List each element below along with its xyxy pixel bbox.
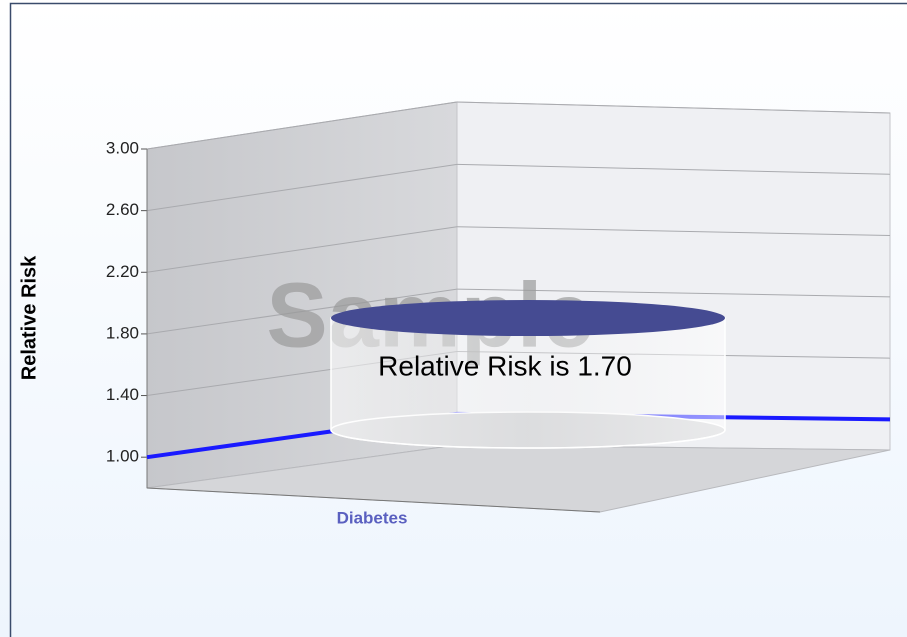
grid-line xyxy=(456,226,891,237)
bar-body xyxy=(330,317,726,449)
grid-line xyxy=(456,163,891,175)
x-axis-line xyxy=(146,487,601,513)
y-tick-label: 2.60 xyxy=(106,200,139,219)
y-tick-label: 1.80 xyxy=(106,323,139,342)
y-tick-label: 2.20 xyxy=(106,262,139,281)
y-tick-label: 1.40 xyxy=(106,385,139,404)
grid-line xyxy=(456,288,891,298)
frame-border xyxy=(9,2,907,637)
grid-line xyxy=(146,226,458,273)
y-tick-label: 1.00 xyxy=(106,447,139,466)
grid-line xyxy=(146,163,458,212)
bar-top xyxy=(331,300,725,337)
grid-line xyxy=(456,101,891,114)
data-label: Relative Risk is 1.70 xyxy=(378,350,632,381)
grid-line xyxy=(146,288,458,335)
y-axis-title: Relative Risk xyxy=(18,255,40,380)
x-tick-label: Diabetes xyxy=(337,508,408,527)
grid-line xyxy=(146,101,458,150)
y-tick-label: 3.00 xyxy=(106,138,139,157)
